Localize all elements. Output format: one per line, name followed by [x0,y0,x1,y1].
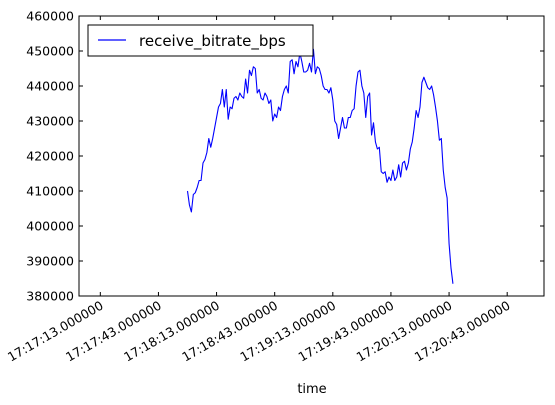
x-tick-label: 17:19:43.000000 [296,298,397,365]
y-tick-label: 390000 [26,254,74,269]
y-tick-label: 450000 [26,44,74,59]
y-tick-label: 430000 [26,114,74,129]
x-tick-label: 17:20:13.000000 [354,298,455,365]
y-tick-label: 410000 [26,184,74,199]
legend: receive_bitrate_bps [87,24,314,57]
x-tick-label: 17:19:13.000000 [237,298,338,365]
x-tick-label: 17:18:13.000000 [121,298,222,365]
series-layer [186,48,454,284]
y-tick-label: 460000 [26,9,74,24]
ticks-layer: 380000 390000 400000 410000 420000 430000 4400… [5,9,544,365]
x-tick-label: 17:17:43.000000 [63,298,164,365]
y-tick-label: 380000 [26,289,74,304]
x-tick-label: 17:20:43.000000 [412,298,513,365]
x-tick-label: 17:17:13.000000 [5,298,106,365]
legend-label: receive_bitrate_bps [139,32,286,51]
x-tick-label: 17:18:43.000000 [179,298,280,365]
series-line-0 [186,48,454,284]
y-tick-label: 440000 [26,79,74,94]
x-axis-label: time [297,382,326,397]
y-tick-label: 400000 [26,219,74,234]
plot-frame [78,15,545,297]
y-tick-label: 420000 [26,149,74,164]
